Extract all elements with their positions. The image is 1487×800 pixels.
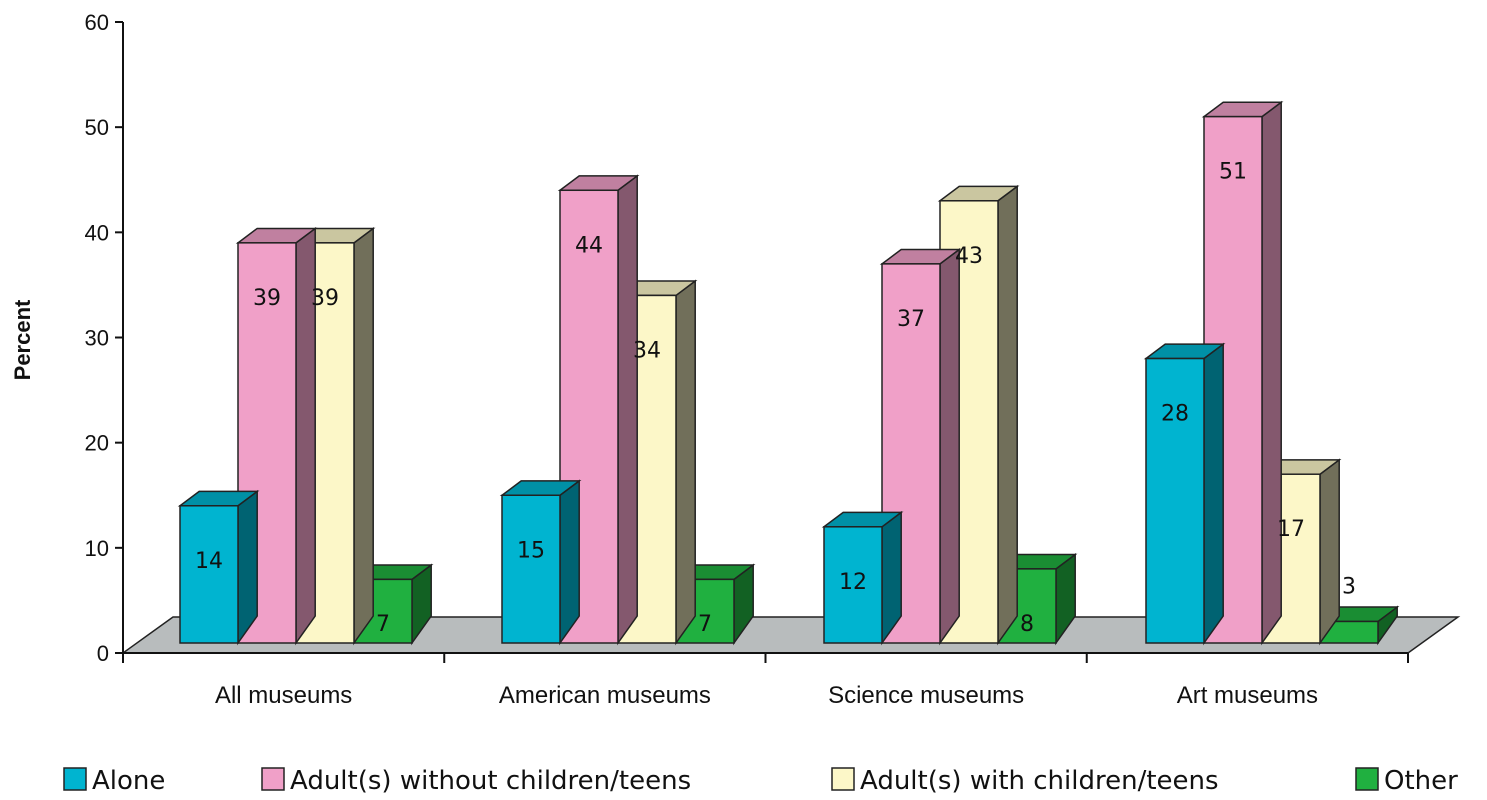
bar-front-2-0	[823, 526, 883, 644]
legend-swatch-3	[1355, 767, 1379, 791]
y-tick-label-2: 20	[85, 431, 109, 456]
y-tick-label-5: 50	[85, 115, 109, 140]
x-tick-label-3: Art museums	[1177, 682, 1318, 709]
bar-0-0	[177, 489, 260, 646]
data-label-1-1: 44	[575, 233, 603, 258]
y-axis-label: Percent	[10, 299, 35, 380]
bar-side-3-0	[1203, 342, 1224, 646]
data-label-1-3: 7	[698, 612, 712, 637]
bar-side-3-2	[1319, 458, 1340, 646]
y-tick-label-6: 60	[85, 10, 109, 35]
legend-label-1: Adult(s) without children/teens	[290, 766, 691, 796]
data-label-0-2: 39	[311, 286, 339, 311]
data-label-0-0: 14	[195, 549, 223, 574]
data-label-1-2: 34	[633, 338, 661, 363]
legend-swatch-0	[63, 767, 87, 791]
legend-item-3: Other	[1355, 766, 1458, 796]
bar-side-2-1	[939, 247, 960, 646]
data-labels: 14 39 39 7 15 44 34 7 12 37 43 8 28 51 17 3	[195, 160, 1356, 637]
bar-1-0	[499, 479, 582, 646]
data-label-2-2: 43	[955, 244, 983, 269]
x-tick-label-0: All museums	[215, 682, 352, 709]
data-label-2-1: 37	[897, 307, 925, 332]
legend-label-3: Other	[1384, 766, 1458, 796]
y-tick-label-3: 30	[85, 326, 109, 351]
data-label-1-0: 15	[517, 538, 545, 563]
data-label-3-0: 28	[1161, 402, 1189, 427]
data-label-3-3: 3	[1342, 574, 1356, 599]
data-label-2-0: 12	[839, 570, 867, 595]
bar-2-0	[821, 510, 904, 646]
bar-front-3-0	[1145, 357, 1205, 644]
bar-side-3-1	[1261, 100, 1282, 646]
legend-item-2: Adult(s) with children/teens	[831, 766, 1219, 796]
legend-item-1: Adult(s) without children/teens	[261, 766, 691, 796]
x-tick-label-1: American museums	[499, 682, 711, 709]
legend-label-2: Adult(s) with children/teens	[860, 766, 1219, 796]
bar-front-1-0	[501, 494, 561, 644]
bar-3-3	[1317, 605, 1400, 646]
bar-side-1-0	[559, 479, 580, 646]
data-label-3-2: 17	[1277, 517, 1305, 542]
y-tick-label-0: 0	[97, 641, 109, 666]
bar-2-3	[995, 552, 1078, 646]
legend: Alone Adult(s) without children/teens Adul…	[63, 766, 1458, 796]
legend-swatch-1	[261, 767, 285, 791]
bar-front-0-0	[179, 505, 239, 644]
axes: 0 10 20 30 40 50 60 All museums American museums…	[85, 10, 1409, 709]
bar-side-0-0	[237, 489, 258, 646]
legend-swatch-2	[831, 767, 855, 791]
bar-3-0	[1143, 342, 1226, 646]
data-label-2-3: 8	[1020, 612, 1034, 637]
bar-side-1-1	[617, 174, 638, 646]
bar-side-2-2	[997, 184, 1018, 646]
legend-label-0: Alone	[92, 766, 165, 796]
legend-item-0: Alone	[63, 766, 165, 796]
data-label-0-1: 39	[253, 286, 281, 311]
bar-side-1-2	[675, 279, 696, 646]
data-label-0-3: 7	[376, 612, 390, 637]
data-label-3-1: 51	[1219, 160, 1247, 185]
bars	[177, 100, 1400, 646]
y-tick-label-1: 10	[85, 536, 109, 561]
y-tick-label-4: 40	[85, 220, 109, 245]
bar-0-1	[235, 226, 318, 646]
bar-side-0-2	[353, 226, 374, 646]
x-tick-label-2: Science museums	[828, 682, 1024, 709]
